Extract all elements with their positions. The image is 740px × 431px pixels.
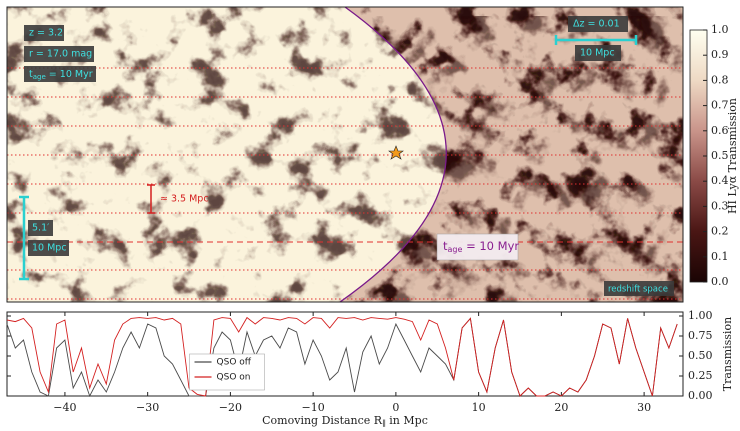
- quasar: [388, 145, 404, 160]
- x-tick-label: 0: [392, 401, 399, 414]
- y-tick-label: 1.00: [688, 309, 713, 322]
- colorbar-tick-label: 0.8: [711, 73, 729, 86]
- annotation-box: [24, 25, 64, 41]
- annotation: z = 3.2: [29, 28, 63, 39]
- legend-box: [189, 353, 265, 391]
- y-tick-label: 0.75: [688, 329, 713, 342]
- x-tick-label: 30: [637, 401, 651, 414]
- scale-bar: [554, 35, 638, 45]
- annotation-box: [28, 240, 69, 256]
- colorbar-tick-label: 0.2: [711, 225, 729, 238]
- annotation: ≈ 3.5 Mpc: [160, 194, 209, 205]
- colorbar-tick-label: 0.1: [711, 250, 729, 263]
- annotation-box: [575, 45, 621, 61]
- rest: = 10 Myr: [46, 69, 93, 80]
- annotation: Δz = 0.01: [573, 19, 620, 30]
- rest: in Mpc: [386, 414, 428, 427]
- x-tick-label: 20: [554, 401, 568, 414]
- map-frame: [6, 6, 684, 303]
- plot-frame: [6, 311, 684, 397]
- annotation: 5.1′: [32, 223, 49, 234]
- colorbar-tick-label: 0.6: [711, 124, 729, 137]
- proximity-front: [339, 7, 447, 302]
- simulation-map: z = 3.2 r = 17.0 mag tage = 10 Myr Δz = …: [7, 7, 683, 302]
- sightlines: [7, 67, 683, 300]
- legend-label: QSO off: [217, 358, 252, 368]
- t: t: [443, 239, 448, 253]
- annotation: tage = 10 Myr: [29, 69, 93, 82]
- x-tick-label: 10: [472, 401, 486, 414]
- separation-bracket: [147, 184, 155, 214]
- x-axis-label: Comoving Distance R∥ in Mpc: [262, 414, 428, 428]
- colorbar-tick-label: 0.7: [711, 99, 729, 112]
- y-axis-label: Transmission: [721, 317, 734, 391]
- x-tick-label: −20: [219, 401, 242, 414]
- colorbar-tick-label: 0.9: [711, 48, 729, 61]
- t: t: [29, 69, 33, 80]
- annotation-box: [436, 233, 519, 261]
- annotation: r = 17.0 mag: [29, 49, 92, 60]
- x-tick-label: −30: [136, 401, 159, 414]
- annotation-box: [568, 16, 628, 32]
- x-tick-label: −10: [302, 401, 325, 414]
- rest: = 10 Myr: [462, 239, 519, 253]
- annotation-box: [24, 46, 94, 62]
- colorbar-tick-label: 0.4: [711, 174, 729, 187]
- subscript: age: [33, 73, 46, 81]
- colorbar-tick-label: 0.3: [711, 199, 729, 212]
- colorbar-tick-label: 0.0: [711, 275, 729, 288]
- subscript: age: [448, 245, 463, 254]
- annotation: redshift space: [608, 285, 668, 295]
- annotation-box: [28, 220, 53, 236]
- scale-bar: [19, 195, 29, 281]
- legend-label: QSO on: [217, 373, 251, 383]
- y-tick-label: 0.00: [688, 389, 713, 402]
- series-line: [6, 317, 678, 398]
- annotation-box: [24, 66, 96, 82]
- annotation: tage = 10 Myr: [443, 239, 519, 254]
- x-tick-label: −40: [53, 401, 76, 414]
- y-tick-label: 0.25: [688, 369, 713, 382]
- colorbar-tick-label: 1.0: [711, 23, 729, 36]
- annotation-box: [604, 281, 674, 296]
- annotation: 10 Mpc: [580, 48, 615, 59]
- colorbar-tick-label: 0.5: [711, 149, 729, 162]
- label: Comoving Distance R: [262, 414, 383, 427]
- annotation: 10 Mpc: [32, 243, 67, 254]
- y-tick-label: 0.50: [688, 349, 713, 362]
- subscript: ∥: [382, 419, 386, 428]
- colorbar-label: HI Lyα Transmission: [726, 98, 739, 214]
- series-line: [6, 316, 678, 397]
